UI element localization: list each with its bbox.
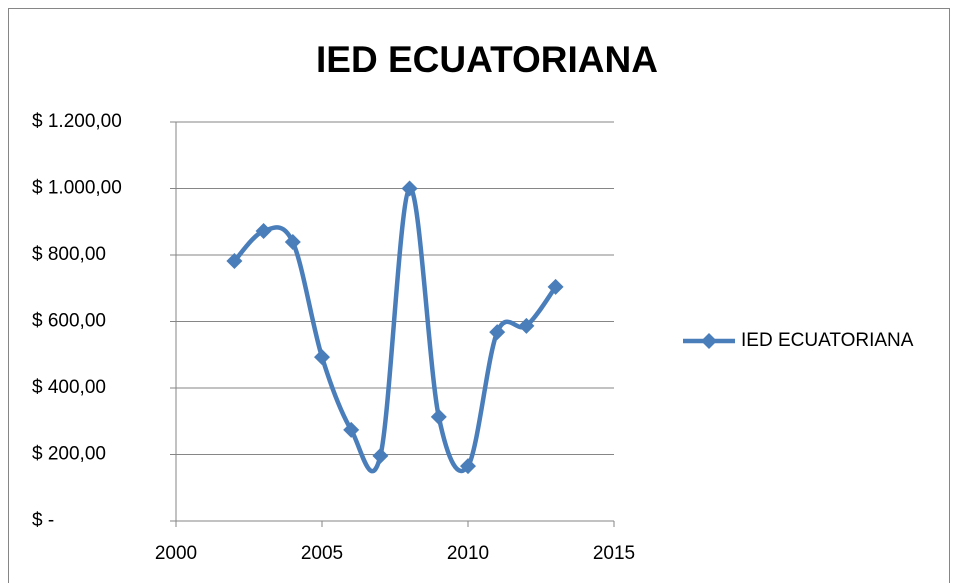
x-tick-label: 2000 bbox=[155, 543, 197, 564]
legend-marker bbox=[701, 333, 717, 349]
marker bbox=[401, 180, 418, 197]
marker bbox=[430, 408, 447, 425]
y-tick-label: $ - bbox=[32, 510, 54, 531]
marker bbox=[518, 317, 535, 334]
marker bbox=[460, 458, 476, 475]
x-tick-label: 2015 bbox=[593, 543, 635, 564]
chart-frame bbox=[8, 8, 950, 583]
marker bbox=[489, 324, 506, 341]
x-tick-label: 2010 bbox=[447, 543, 489, 564]
marker bbox=[284, 234, 301, 251]
y-tick-label: $ 600,00 bbox=[32, 311, 106, 332]
y-tick-label: $ 1.200,00 bbox=[32, 111, 122, 132]
y-tick-label: $ 1.000,00 bbox=[32, 178, 122, 199]
y-tick-label: $ 200,00 bbox=[32, 444, 106, 465]
x-tick-label: 2005 bbox=[301, 543, 343, 564]
y-tick-label: $ 800,00 bbox=[32, 244, 106, 265]
marker bbox=[372, 447, 389, 464]
y-tick-label: $ 400,00 bbox=[32, 377, 106, 398]
marker bbox=[226, 252, 243, 269]
marker bbox=[547, 278, 564, 295]
marker bbox=[255, 223, 272, 240]
legend-label: IED ECUATORIANA bbox=[741, 330, 914, 351]
series-line bbox=[232, 186, 558, 474]
chart-title: IED ECUATORIANA bbox=[316, 39, 658, 80]
marker bbox=[343, 421, 360, 438]
marker bbox=[314, 349, 330, 366]
